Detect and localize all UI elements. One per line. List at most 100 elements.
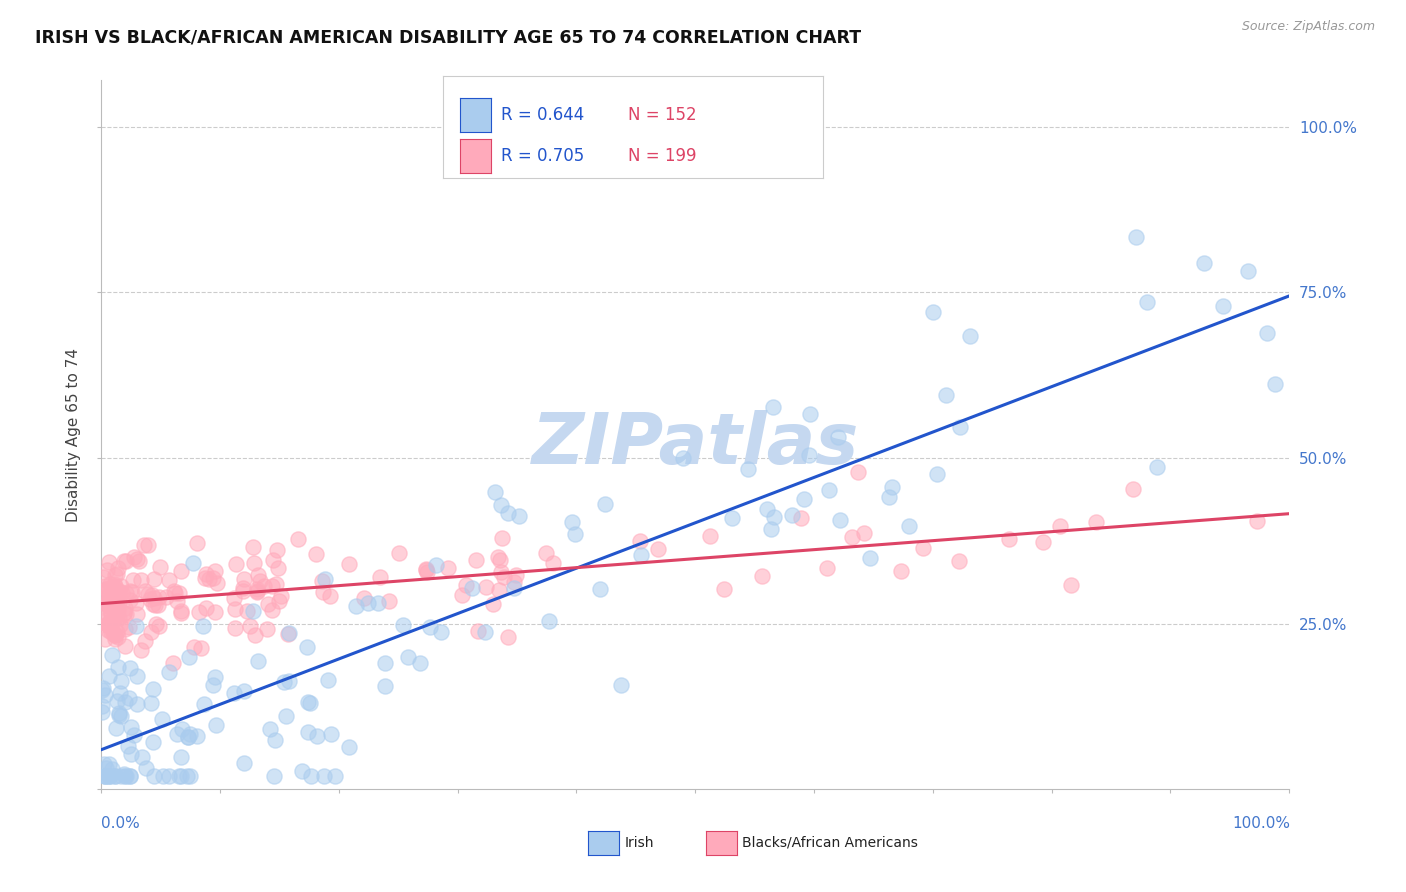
Point [269,594,291,608]
Text: N = 199: N = 199 [628,147,697,165]
Point [262,603,284,617]
Point [157,665,180,680]
Point [232,581,254,595]
Text: R = 0.705: R = 0.705 [501,147,583,165]
Point [108,584,131,599]
Point [1059,577,1081,591]
Point [94,688,117,702]
Point [276,709,298,723]
Point [91,599,114,613]
Point [91,609,114,624]
Point [508,508,530,523]
Point [474,624,496,639]
Point [103,589,125,603]
Point [157,573,180,587]
Point [125,596,148,610]
Point [112,606,135,620]
Point [998,532,1021,546]
Point [118,593,141,607]
Point [169,769,191,783]
Point [110,709,132,723]
Point [256,622,278,636]
Point [344,599,367,614]
Point [1049,518,1071,533]
Point [242,604,264,618]
Point [484,484,506,499]
Point [291,764,314,779]
Point [534,546,557,560]
Point [118,584,141,599]
Point [98,618,121,632]
Point [181,557,204,571]
Point [489,553,512,567]
Point [166,594,188,608]
Point [564,527,586,541]
Point [737,462,759,476]
Point [97,595,120,609]
Point [104,722,127,736]
Point [115,769,138,783]
Point [337,557,360,571]
Point [94,582,117,597]
Point [93,586,115,600]
Point [105,566,128,581]
Point [890,565,912,579]
Point [98,603,121,617]
Point [454,578,477,592]
Point [107,660,129,674]
Point [114,769,136,783]
Point [959,328,981,343]
Point [98,756,121,771]
Point [104,769,127,783]
Point [103,610,125,624]
Point [305,547,328,561]
Point [201,678,224,692]
Point [93,769,115,783]
Point [249,574,271,588]
Point [190,640,212,655]
Point [1122,482,1144,496]
Point [179,769,201,783]
Point [297,695,319,709]
Point [121,573,143,587]
Point [496,506,519,520]
Point [155,590,177,604]
Point [104,632,127,646]
Point [762,510,785,524]
Point [104,582,127,596]
Point [859,551,882,566]
Point [815,561,838,575]
Point [186,536,208,550]
Point [139,697,162,711]
Point [828,513,851,527]
Point [374,679,396,693]
Point [898,518,921,533]
Point [488,582,510,597]
Point [561,516,583,530]
Point [243,556,266,570]
Point [799,408,821,422]
Point [202,571,225,585]
Point [316,673,339,687]
Point [94,596,117,610]
Point [124,727,146,741]
Text: 100.0%: 100.0% [1233,816,1291,830]
Point [759,523,782,537]
Point [299,769,322,783]
Point [142,597,165,611]
Point [127,697,149,711]
Point [491,531,513,545]
Point [117,739,139,753]
Text: Source: ZipAtlas.com: Source: ZipAtlas.com [1241,20,1375,33]
Point [112,554,135,568]
Point [98,577,121,591]
Point [170,604,193,618]
Point [391,618,413,632]
Point [103,582,125,597]
Point [97,624,120,638]
Point [105,607,128,622]
Point [270,589,292,603]
Point [277,673,299,688]
Point [115,607,138,621]
Point [1136,295,1159,310]
